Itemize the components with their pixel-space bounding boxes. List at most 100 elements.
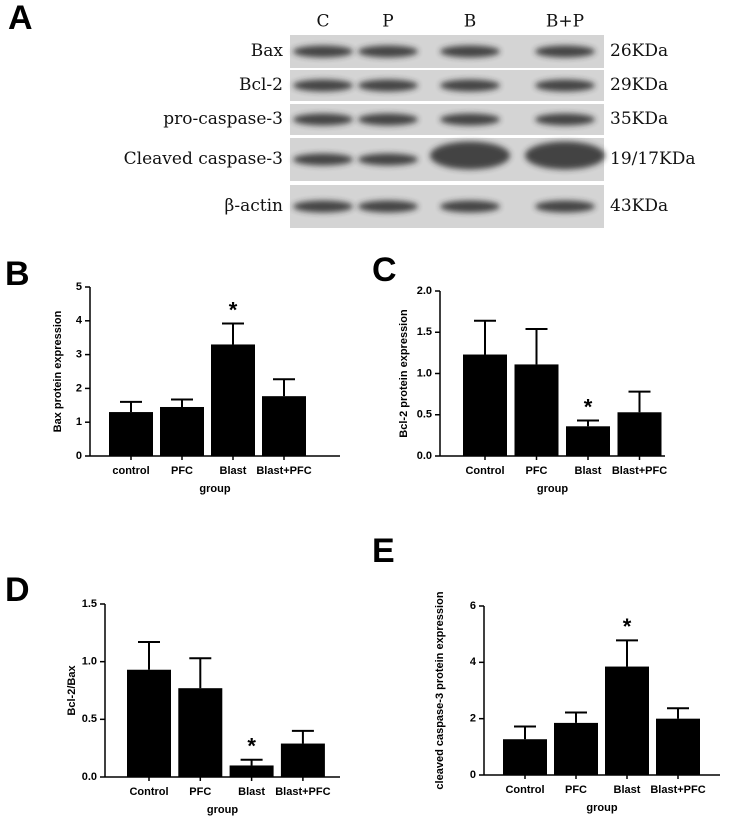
- bar: [127, 669, 171, 777]
- y-tick-label: 0.5: [82, 713, 97, 725]
- bar: [109, 412, 153, 456]
- panel-label: A: [8, 0, 33, 37]
- band: [293, 113, 353, 126]
- y-tick-label: 2: [470, 713, 476, 725]
- band: [525, 141, 605, 170]
- bar: [566, 426, 610, 456]
- bar: [514, 364, 559, 456]
- y-tick-label: 1.5: [417, 326, 432, 338]
- significance-mark: *: [623, 614, 632, 639]
- band: [430, 141, 510, 170]
- protein-label: β-actin: [225, 196, 283, 216]
- bar: [617, 412, 662, 456]
- x-tick-label: PFC: [526, 465, 548, 477]
- y-tick-label: 1.0: [417, 367, 432, 379]
- y-tick-label: 0: [470, 769, 476, 781]
- bar: [605, 666, 649, 775]
- significance-mark: *: [229, 297, 238, 322]
- band: [293, 79, 353, 92]
- x-tick-label: Blast+PFC: [275, 786, 330, 798]
- protein-label: Bax: [251, 41, 284, 61]
- x-tick-label: Blast: [614, 784, 641, 796]
- x-tick-label: Blast+PFC: [612, 465, 667, 477]
- y-tick-label: 1.0: [82, 656, 97, 668]
- protein-label: Cleaved caspase-3: [124, 149, 283, 169]
- panel-label: E: [372, 532, 395, 570]
- size-label: 29KDa: [610, 75, 668, 95]
- size-label: 26KDa: [610, 41, 668, 61]
- y-tick-label: 3: [76, 349, 82, 361]
- x-tick-label: PFC: [189, 786, 211, 798]
- y-tick-label: 1.5: [82, 598, 97, 610]
- x-tick-label: Control: [505, 784, 544, 796]
- band: [358, 153, 418, 166]
- bar: [280, 743, 325, 777]
- bar: [656, 718, 700, 775]
- panel-label: D: [5, 571, 30, 609]
- panel-label: C: [372, 251, 397, 289]
- x-tick-label: Blast: [220, 465, 247, 477]
- y-tick-label: 0: [76, 450, 82, 462]
- y-tick-label: 0.5: [417, 409, 432, 421]
- significance-mark: *: [584, 394, 593, 419]
- bar: [503, 739, 547, 775]
- x-tick-label: PFC: [171, 465, 193, 477]
- bar: [211, 344, 255, 456]
- x-tick-label: PFC: [565, 784, 587, 796]
- bar: [178, 688, 223, 777]
- lane-label: B+P: [546, 12, 584, 32]
- band: [293, 45, 353, 58]
- y-tick-label: 0.0: [417, 450, 432, 462]
- y-tick-label: 6: [470, 600, 476, 612]
- y-tick-label: 2: [76, 382, 82, 394]
- protein-label: pro-caspase-3: [163, 109, 283, 129]
- y-axis-label: Bcl-2 protein expression: [398, 309, 410, 438]
- x-tick-label: control: [112, 465, 149, 477]
- band: [535, 113, 595, 126]
- y-axis-label: cleaved caspase-3 protein expression: [434, 591, 446, 789]
- x-tick-label: Blast: [238, 786, 265, 798]
- bar: [262, 396, 306, 456]
- size-label: 43KDa: [610, 196, 668, 216]
- y-tick-label: 0.0: [82, 771, 97, 783]
- lane-label: C: [316, 12, 329, 32]
- y-tick-label: 1: [76, 416, 82, 428]
- band: [358, 45, 418, 58]
- band: [293, 200, 353, 213]
- y-tick-label: 4: [470, 656, 477, 668]
- x-tick-label: Blast+PFC: [256, 465, 311, 477]
- x-axis-label: group: [537, 483, 568, 495]
- y-tick-label: 2.0: [417, 285, 432, 297]
- band: [440, 113, 500, 126]
- band: [440, 45, 500, 58]
- bar: [160, 406, 204, 456]
- protein-label: Bcl-2: [239, 75, 283, 95]
- band: [358, 200, 418, 213]
- x-tick-label: Control: [465, 465, 504, 477]
- lane-label: B: [464, 12, 477, 32]
- band: [535, 79, 595, 92]
- band: [358, 79, 418, 92]
- y-tick-label: 4: [76, 315, 83, 327]
- size-label: 35KDa: [610, 109, 668, 129]
- x-axis-label: group: [199, 483, 230, 495]
- x-tick-label: Blast: [575, 465, 602, 477]
- x-axis-label: group: [207, 804, 238, 816]
- y-tick-label: 5: [76, 281, 82, 293]
- bar: [229, 765, 274, 777]
- western-blot: C P B B+P Bax 26KDa Bcl-2 29KDa pro-caspase-3 35K…: [124, 12, 695, 228]
- significance-mark: *: [247, 734, 256, 759]
- size-label: 19/17KDa: [610, 149, 695, 169]
- band: [535, 45, 595, 58]
- x-tick-label: Blast+PFC: [650, 784, 705, 796]
- band: [535, 200, 595, 213]
- bar: [463, 354, 507, 456]
- x-tick-label: Control: [129, 786, 168, 798]
- band: [440, 200, 500, 213]
- panel-label: B: [5, 255, 30, 293]
- bar: [554, 722, 598, 775]
- band: [293, 153, 353, 166]
- band: [358, 113, 418, 126]
- band: [440, 79, 500, 92]
